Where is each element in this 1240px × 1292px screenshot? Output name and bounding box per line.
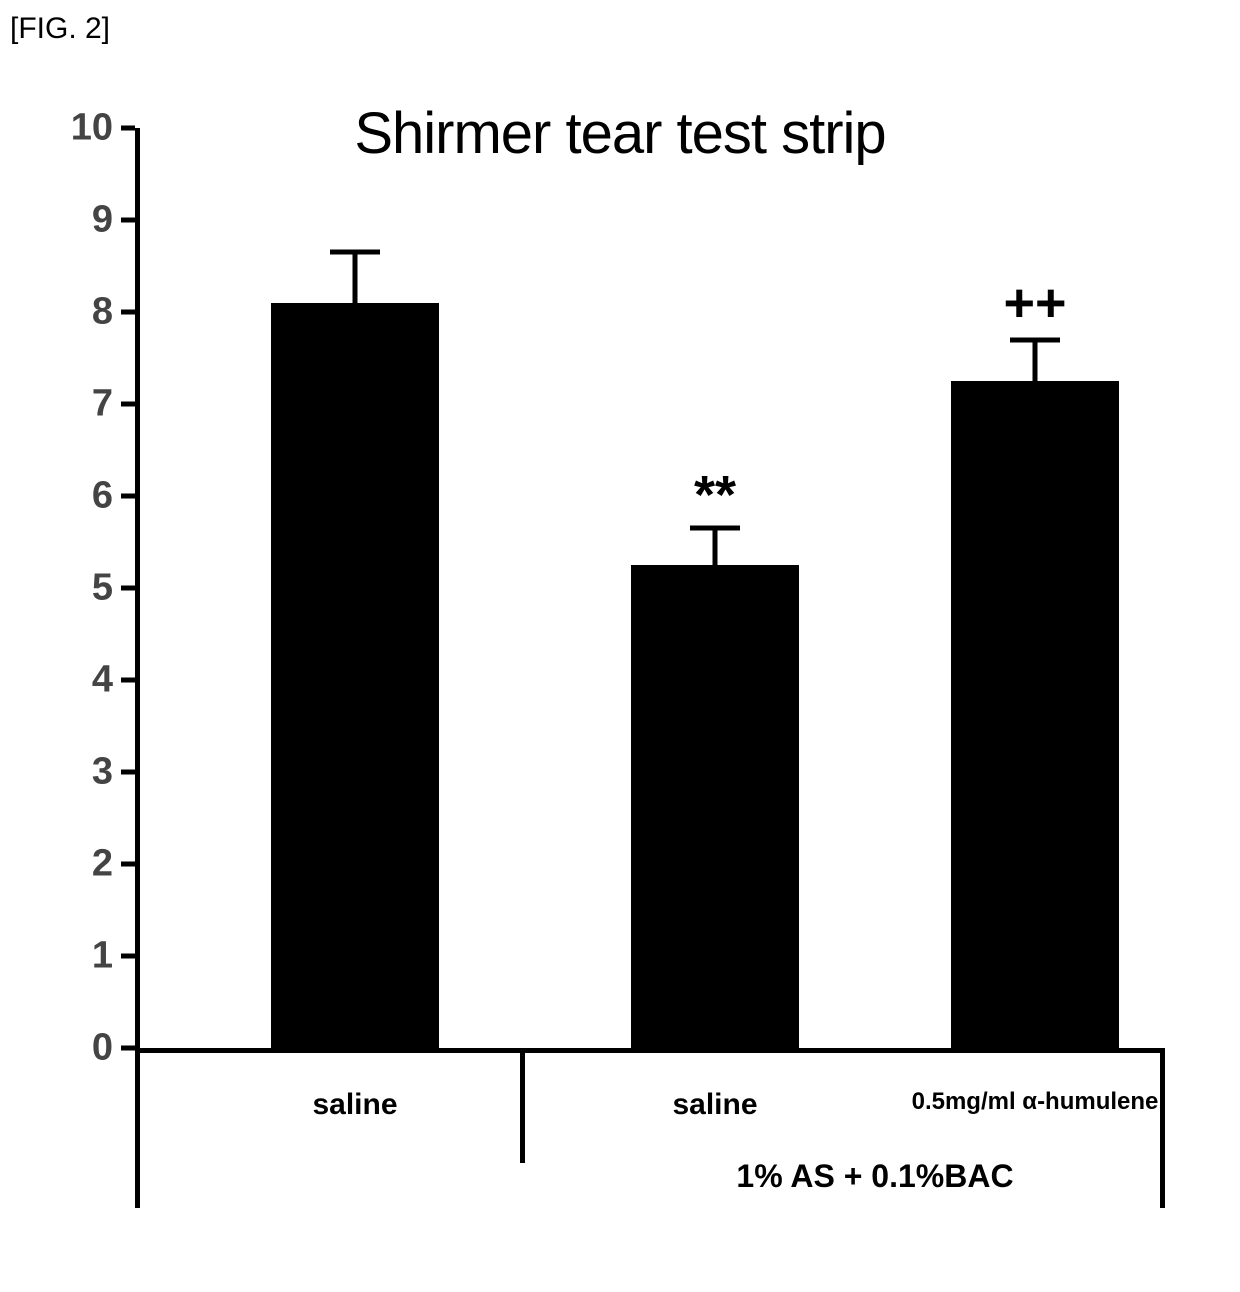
errorbar-cap-lower	[330, 351, 380, 356]
x-axis	[135, 1048, 1165, 1053]
y-tick-label: 2	[92, 843, 113, 886]
bar-chart: Shirmer tear test strip 012345678910sali…	[40, 100, 1200, 1270]
errorbar-cap-upper	[690, 526, 740, 531]
errorbar-cap-upper	[330, 250, 380, 255]
y-tick-mark	[121, 862, 135, 867]
bar-humulene-asbac	[951, 381, 1119, 1048]
errorbar-cap-lower	[690, 604, 740, 609]
y-tick-label: 9	[92, 199, 113, 242]
y-tick-mark	[121, 402, 135, 407]
y-tick-label: 4	[92, 659, 113, 702]
x-tick-label: saline	[672, 1088, 757, 1122]
y-tick-mark	[121, 310, 135, 315]
plot-area: 012345678910saline**saline++0.5mg/ml α-h…	[135, 128, 1165, 1208]
y-tick-label: 7	[92, 383, 113, 426]
figure-label: [FIG. 2]	[10, 12, 110, 46]
errorbar-stem	[1033, 340, 1038, 418]
y-tick-label: 3	[92, 751, 113, 794]
bar-saline-control	[271, 303, 439, 1048]
y-tick-mark	[121, 126, 135, 131]
y-tick-label: 6	[92, 475, 113, 518]
y-tick-mark	[121, 954, 135, 959]
y-tick-mark	[121, 218, 135, 223]
errorbar-cap-upper	[1010, 337, 1060, 342]
y-axis	[135, 128, 140, 1208]
y-tick-label: 0	[92, 1027, 113, 1070]
group-label: 1% AS + 0.1%BAC	[736, 1158, 1013, 1195]
x-tick-label: saline	[312, 1088, 397, 1122]
x-bracket-right	[1160, 1048, 1165, 1208]
group-divider	[520, 1048, 525, 1163]
y-tick-label: 8	[92, 291, 113, 334]
significance-marker: **	[694, 464, 736, 526]
errorbar-stem	[713, 528, 718, 606]
y-tick-mark	[121, 494, 135, 499]
y-tick-mark	[121, 678, 135, 683]
y-tick-mark	[121, 1046, 135, 1051]
errorbar-cap-lower	[1010, 415, 1060, 420]
x-tick-label: 0.5mg/ml α-humulene	[912, 1088, 1159, 1116]
y-tick-mark	[121, 770, 135, 775]
y-tick-label: 5	[92, 567, 113, 610]
bar-saline-asbac	[631, 565, 799, 1048]
y-tick-label: 10	[71, 107, 113, 150]
y-tick-label: 1	[92, 935, 113, 978]
errorbar-stem	[353, 252, 358, 353]
y-tick-mark	[121, 586, 135, 591]
significance-marker: ++	[1003, 272, 1066, 334]
